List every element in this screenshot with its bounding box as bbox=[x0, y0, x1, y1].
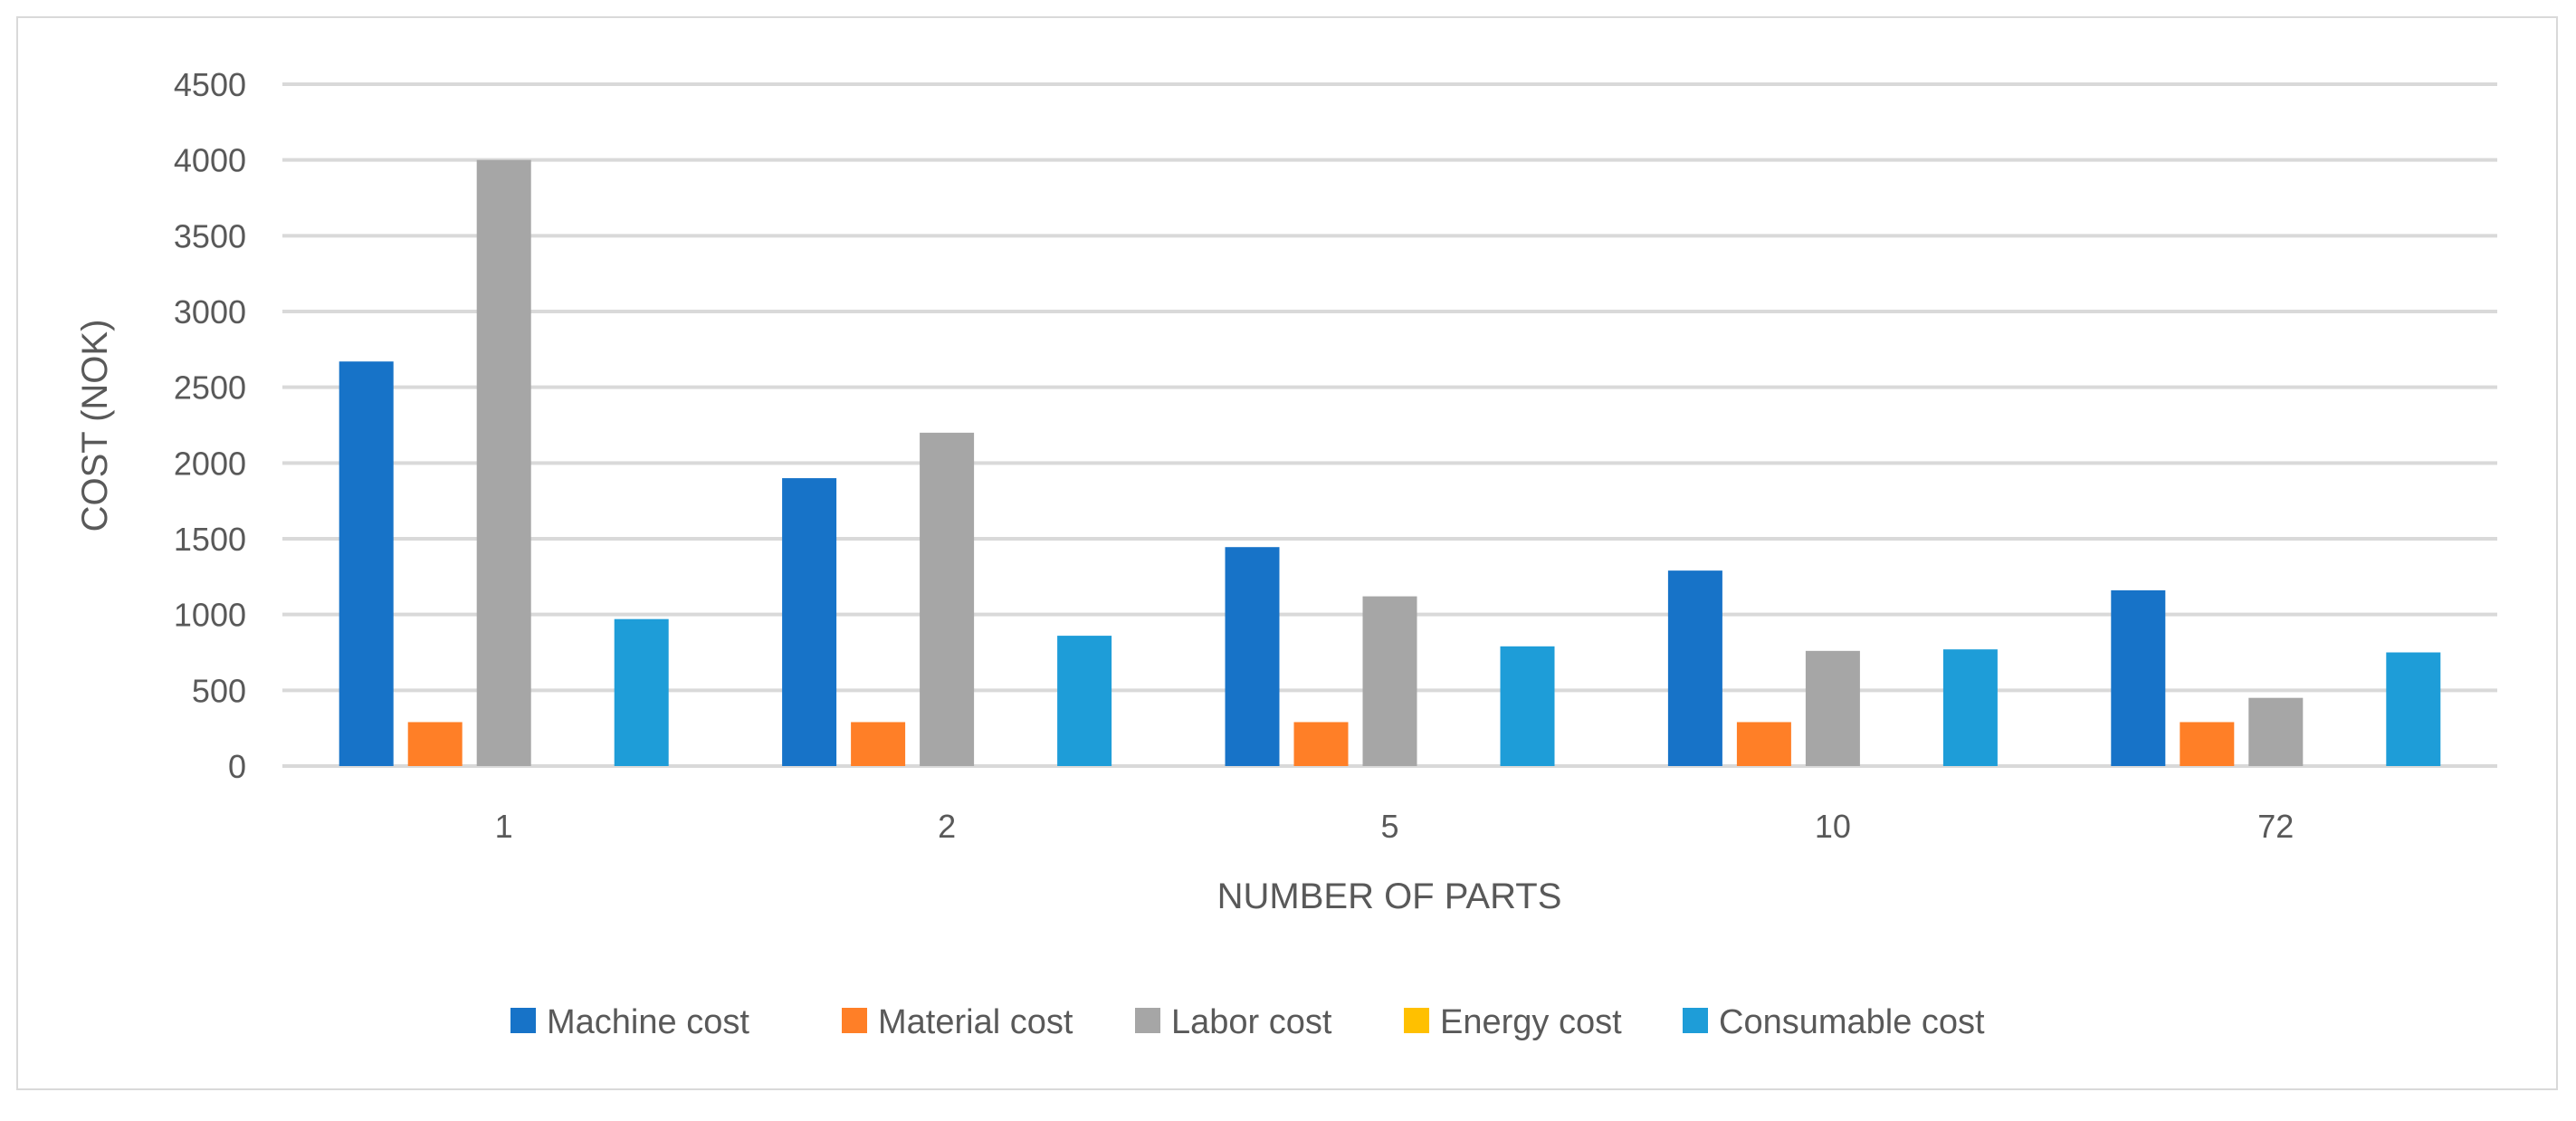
bar-machine-cost-10 bbox=[1667, 570, 1722, 766]
legend-swatch bbox=[510, 1008, 536, 1033]
legend-swatch bbox=[842, 1008, 867, 1033]
y-tick-label: 4500 bbox=[174, 66, 246, 103]
x-tick-label: 72 bbox=[2257, 808, 2294, 845]
y-tick-label: 3500 bbox=[174, 217, 246, 254]
bar-material-cost-72 bbox=[2180, 722, 2235, 766]
chart-frame bbox=[16, 16, 2558, 1090]
legend-label: Consumable cost bbox=[1719, 1003, 1985, 1041]
bar-machine-cost-5 bbox=[1225, 547, 1280, 766]
legend-swatch bbox=[1683, 1008, 1708, 1033]
y-tick-label: 2000 bbox=[174, 445, 246, 482]
bar-machine-cost-2 bbox=[782, 478, 837, 766]
y-tick-label: 1500 bbox=[174, 521, 246, 558]
bar-consumable-cost-72 bbox=[2386, 652, 2441, 766]
bar-machine-cost-72 bbox=[2111, 589, 2166, 766]
y-tick-label: 500 bbox=[192, 672, 246, 709]
bar-consumable-cost-10 bbox=[1942, 649, 1998, 766]
x-tick-label: 1 bbox=[495, 808, 513, 845]
x-axis-title: NUMBER OF PARTS bbox=[1217, 877, 1562, 916]
x-tick-label: 2 bbox=[938, 808, 956, 845]
bar-material-cost-5 bbox=[1293, 722, 1349, 766]
y-axis-title: COST (NOK) bbox=[75, 320, 115, 532]
x-tick-label: 5 bbox=[1380, 808, 1398, 845]
legend-label: Machine cost bbox=[547, 1003, 749, 1041]
legend-swatch bbox=[1135, 1008, 1160, 1033]
legend-swatch bbox=[1404, 1008, 1429, 1033]
bar-consumable-cost-1 bbox=[614, 618, 669, 766]
bar-labor-cost-10 bbox=[1805, 650, 1860, 766]
bar-labor-cost-72 bbox=[2248, 697, 2304, 766]
bar-labor-cost-2 bbox=[920, 432, 975, 766]
legend-label: Energy cost bbox=[1440, 1003, 1622, 1041]
y-tick-label: 2500 bbox=[174, 369, 246, 407]
y-tick-label: 0 bbox=[228, 748, 246, 785]
bar-machine-cost-1 bbox=[339, 361, 394, 766]
bar-material-cost-10 bbox=[1736, 722, 1791, 766]
bar-labor-cost-1 bbox=[476, 159, 531, 766]
x-tick-label: 10 bbox=[1815, 808, 1851, 845]
legend-label: Labor cost bbox=[1171, 1003, 1332, 1041]
y-tick-label: 4000 bbox=[174, 142, 246, 179]
bar-labor-cost-5 bbox=[1362, 596, 1417, 766]
bar-consumable-cost-5 bbox=[1500, 646, 1555, 766]
legend-label: Material cost bbox=[878, 1003, 1073, 1041]
bar-consumable-cost-2 bbox=[1057, 636, 1112, 766]
bar-material-cost-1 bbox=[407, 722, 463, 766]
y-tick-label: 3000 bbox=[174, 293, 246, 331]
bar-material-cost-2 bbox=[851, 722, 906, 766]
y-tick-label: 1000 bbox=[174, 597, 246, 634]
